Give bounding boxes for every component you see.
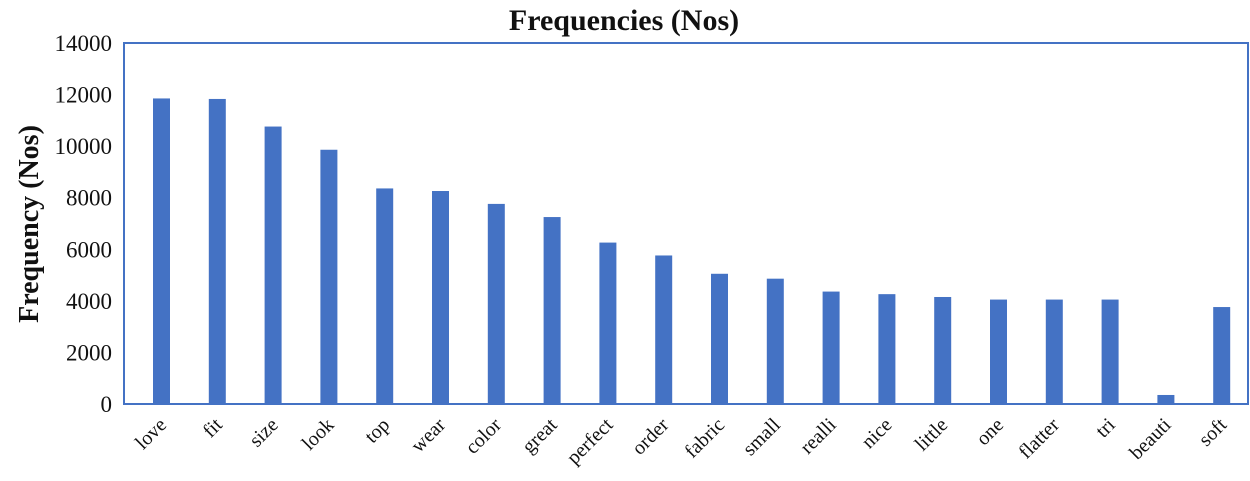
y-tick-label: 14000 [55,31,113,56]
bar-wear [432,191,449,404]
bar-top [376,188,394,404]
bar-tri [1101,299,1119,404]
y-tick-label: 2000 [66,340,112,365]
y-axis-ticks: 0 2000 4000 6000 8000 10000 12000 14000 [55,31,113,417]
x-tick-label: fit [199,414,227,442]
x-tick-label: soft [1194,414,1231,451]
bar-flatter [1045,299,1063,404]
x-tick-label: perfect [563,414,618,469]
bar-size [264,126,282,404]
y-tick-label: 4000 [66,289,112,314]
x-tick-label: small [739,414,786,461]
x-tick-label: wear [407,414,450,457]
bar-love [153,98,170,405]
plot-frame [123,42,1249,405]
x-tick-label: little [911,414,953,456]
x-tick-label: top [361,414,395,448]
y-axis-label: Frequency (Nos) [14,125,45,323]
y-tick-label: 12000 [55,83,113,108]
x-tick-label: beauti [1125,414,1175,464]
bar-small [766,278,784,404]
x-tick-label: color [461,414,506,459]
x-axis-ticks: love fit size look top wear color great perfect o… [131,414,1231,469]
y-tick-label: 10000 [55,134,113,159]
bars [153,98,1231,405]
bar-fabric [711,273,728,404]
x-tick-label: nice [857,414,896,453]
x-tick-label: flatter [1015,414,1065,464]
bar-one [990,299,1007,404]
x-tick-label: tri [1092,414,1120,442]
bar-nice [878,294,896,404]
x-tick-label: great [518,414,562,458]
y-tick-label: 6000 [66,237,112,262]
bar-great [543,217,561,404]
bar-soft [1213,307,1231,404]
x-tick-label: fabric [680,414,729,463]
bar-beauti [1157,394,1175,404]
bar-realli [822,291,840,404]
x-tick-label: order [628,414,674,460]
y-tick-label: 8000 [66,186,112,211]
bar-order [655,255,673,404]
bar-color [487,203,505,404]
x-tick-label: one [972,414,1008,450]
bar-perfect [599,242,617,404]
x-tick-label: look [298,414,339,455]
y-tick-label: 0 [101,392,113,417]
bar-little [934,296,952,404]
x-tick-label: size [245,414,283,452]
x-tick-label: realli [796,414,841,459]
bar-look [320,149,338,404]
bar-fit [208,98,226,404]
x-tick-label: love [131,414,171,454]
chart-title: Frequencies (Nos) [509,4,739,37]
